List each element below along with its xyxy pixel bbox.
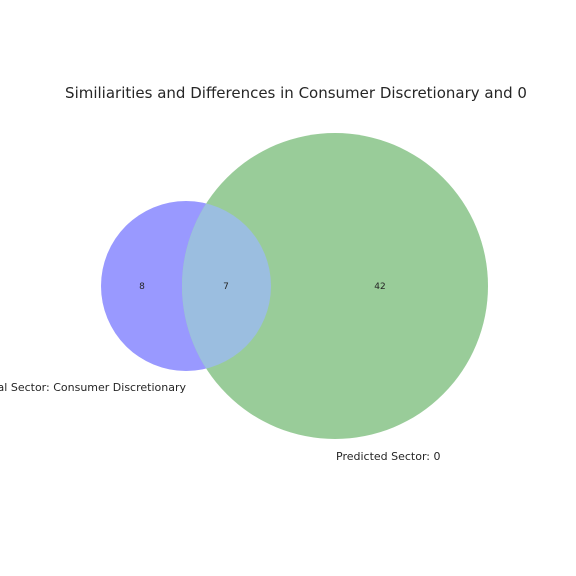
set-a-only-count: 8 bbox=[139, 282, 145, 292]
set-a-label: Original Sector: Consumer Discretionary bbox=[0, 381, 186, 394]
set-b-circle bbox=[182, 133, 488, 439]
set-b-only-count: 42 bbox=[374, 282, 385, 292]
chart-title: Similiarities and Differences in Consume… bbox=[65, 84, 527, 102]
set-b-label: Predicted Sector: 0 bbox=[336, 450, 441, 463]
intersection-count: 7 bbox=[223, 282, 229, 292]
